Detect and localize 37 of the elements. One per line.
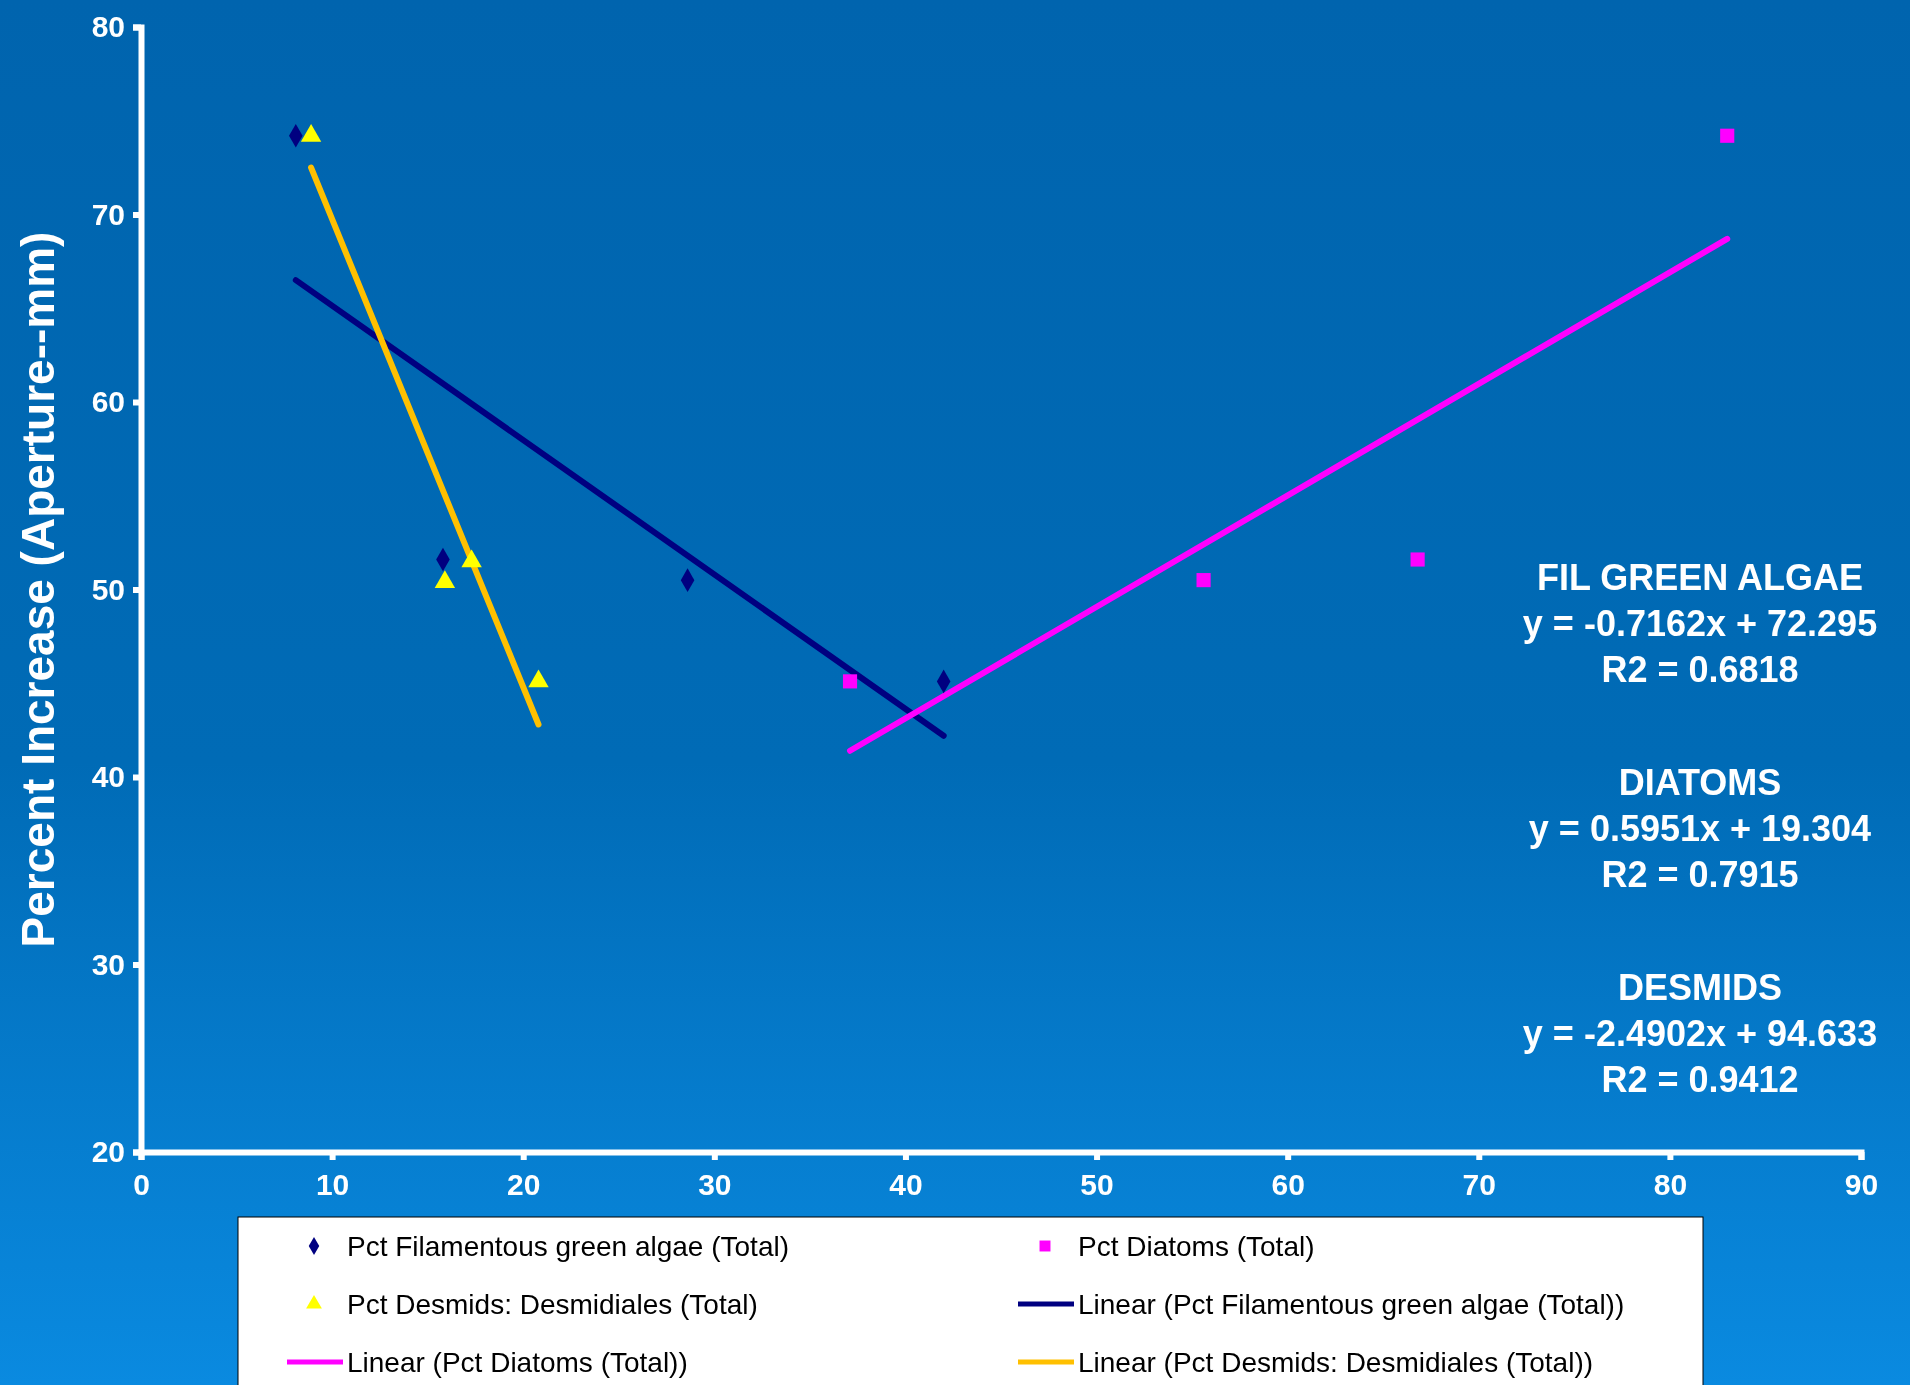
y-tick-label: 60 xyxy=(91,385,125,419)
x-tick-label: 40 xyxy=(889,1168,923,1202)
x-tick-label: 70 xyxy=(1462,1168,1496,1202)
legend-label: Linear (Pct Filamentous green algae (Total)) xyxy=(1078,1289,1625,1320)
y-axis-title: Percent Increase (Aperture--mm) xyxy=(12,231,64,948)
legend-label: Linear (Pct Diatoms (Total)) xyxy=(347,1347,688,1378)
point xyxy=(842,674,858,689)
x-tick-label: 10 xyxy=(315,1168,350,1202)
x-tick-label: 20 xyxy=(507,1168,541,1202)
y-tick-label: 40 xyxy=(91,760,125,794)
annotation: FIL GREEN ALGAE xyxy=(1536,557,1864,598)
x-tick-label: 90 xyxy=(1844,1168,1879,1202)
x-tick-label: 80 xyxy=(1653,1168,1688,1202)
x-tick-label: 50 xyxy=(1080,1168,1114,1202)
y-tick-label: 20 xyxy=(91,1135,125,1169)
annotation: R2 = 0.7915 xyxy=(1601,854,1799,895)
legend-label: Pct Filamentous green algae (Total) xyxy=(347,1231,789,1262)
y-tick-label: 70 xyxy=(91,197,125,231)
y-tick-label: 30 xyxy=(91,947,125,981)
annotation: y = 0.5951x + 19.304 xyxy=(1528,808,1872,849)
annotation: y = -2.4902x + 94.633 xyxy=(1522,1013,1878,1054)
point xyxy=(1720,128,1735,143)
x-tick-label: 60 xyxy=(1271,1168,1305,1202)
annotation: DIATOMS xyxy=(1618,762,1782,803)
legend-label: Linear (Pct Desmids: Desmidiales (Total)) xyxy=(1078,1347,1594,1378)
legend-label: Pct Desmids: Desmidiales (Total) xyxy=(347,1289,758,1320)
annotation: R2 = 0.6818 xyxy=(1601,649,1799,690)
x-tick-label: 0 xyxy=(133,1168,150,1202)
x-tick-label: 30 xyxy=(698,1168,732,1202)
annotation: y = -0.7162x + 72.295 xyxy=(1522,603,1878,644)
annotation: R2 = 0.9412 xyxy=(1601,1059,1799,1100)
y-tick-label: 80 xyxy=(91,10,125,44)
legend-label: Pct Diatoms (Total) xyxy=(1078,1231,1315,1262)
point xyxy=(1410,552,1425,567)
annotation: DESMIDS xyxy=(1617,967,1783,1008)
y-tick-label: 50 xyxy=(91,572,125,606)
point xyxy=(1196,573,1211,588)
